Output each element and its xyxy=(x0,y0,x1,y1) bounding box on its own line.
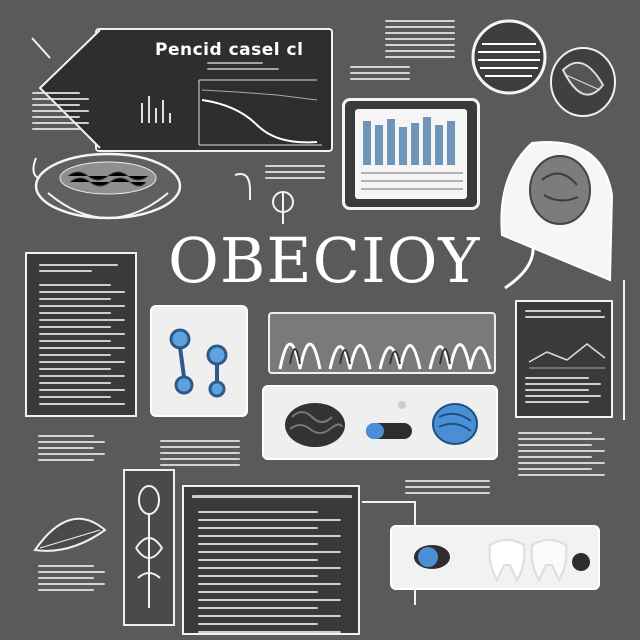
kidney-icon xyxy=(432,403,478,445)
brain-bowl-icon xyxy=(32,152,182,220)
dark-dot-icon xyxy=(572,553,590,571)
note-block-left-bottom xyxy=(38,435,108,461)
tablet-chart-icon xyxy=(342,98,480,210)
note-block-top-center xyxy=(385,20,455,58)
bar-sketch-icon xyxy=(141,96,171,123)
card-tab xyxy=(31,29,101,149)
note-block-right xyxy=(518,432,610,476)
tissue-strip-icon xyxy=(278,342,492,370)
text-panel-left xyxy=(25,252,137,417)
molecule-card xyxy=(150,305,248,417)
small-graph-icon xyxy=(528,343,606,369)
pill-icon xyxy=(366,423,412,439)
header-label: Pencid casel cl xyxy=(155,40,304,60)
line-graph-icon xyxy=(198,79,322,146)
plate-icon xyxy=(550,47,616,117)
document-panel xyxy=(182,485,360,635)
lollipop-icon xyxy=(272,191,294,224)
note-block-bottom-center xyxy=(405,480,490,494)
main-title: OBECIOY xyxy=(168,224,481,297)
text-panel-right xyxy=(515,300,613,418)
striped-circle-icon xyxy=(471,19,547,95)
note-block-top-left xyxy=(32,92,92,130)
header-notes xyxy=(207,62,287,70)
header-card: Pencid casel cl xyxy=(95,28,333,152)
seed-card-icon xyxy=(500,141,614,282)
molecule-icon xyxy=(169,328,228,398)
curl-icon xyxy=(234,173,251,200)
note-block-mid-left xyxy=(160,440,240,466)
note-block-left-bottom-2 xyxy=(38,565,108,591)
note-block-center xyxy=(265,165,325,179)
tooth-card xyxy=(390,525,600,590)
title-swoosh xyxy=(504,245,535,290)
brain-icon xyxy=(285,403,345,447)
right-border-lines xyxy=(623,280,625,420)
capsule-icon xyxy=(414,545,450,569)
tooth-icon xyxy=(488,539,526,583)
leaf-sketch-icon xyxy=(33,517,107,552)
note-block-mid xyxy=(350,66,410,80)
small-dot-icon xyxy=(398,401,406,409)
anatomy-body-icon xyxy=(123,469,175,626)
tissue-strip xyxy=(268,312,496,374)
organ-card xyxy=(262,385,498,460)
tooth-icon-2 xyxy=(530,539,568,583)
